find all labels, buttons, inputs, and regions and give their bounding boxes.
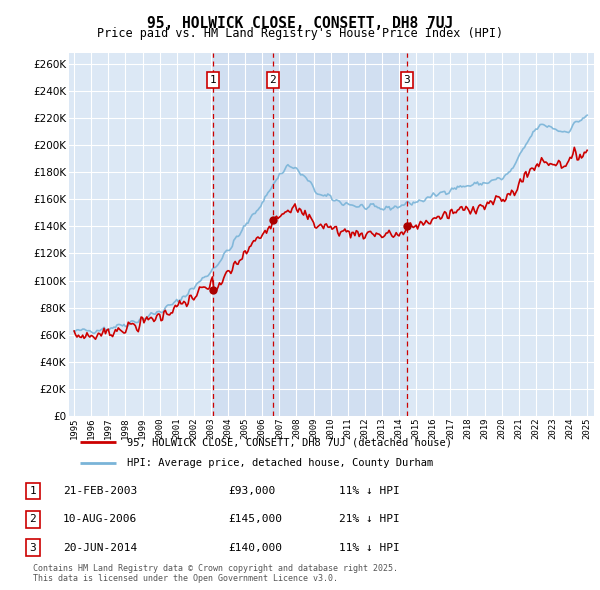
Bar bbox=[272, 53, 407, 416]
Text: 2: 2 bbox=[269, 75, 276, 85]
Text: Contains HM Land Registry data © Crown copyright and database right 2025.
This d: Contains HM Land Registry data © Crown c… bbox=[33, 563, 398, 583]
Text: 11% ↓ HPI: 11% ↓ HPI bbox=[339, 543, 400, 552]
Text: HPI: Average price, detached house, County Durham: HPI: Average price, detached house, Coun… bbox=[127, 458, 433, 468]
Text: 3: 3 bbox=[29, 543, 37, 552]
Text: 1: 1 bbox=[29, 486, 37, 496]
Text: £140,000: £140,000 bbox=[228, 543, 282, 552]
Text: 1: 1 bbox=[210, 75, 217, 85]
Text: 95, HOLWICK CLOSE, CONSETT, DH8 7UJ (detached house): 95, HOLWICK CLOSE, CONSETT, DH8 7UJ (det… bbox=[127, 437, 452, 447]
Text: 10-AUG-2006: 10-AUG-2006 bbox=[63, 514, 137, 524]
Text: 21% ↓ HPI: 21% ↓ HPI bbox=[339, 514, 400, 524]
Text: 95, HOLWICK CLOSE, CONSETT, DH8 7UJ: 95, HOLWICK CLOSE, CONSETT, DH8 7UJ bbox=[147, 16, 453, 31]
Bar bbox=[213, 53, 272, 416]
Text: £145,000: £145,000 bbox=[228, 514, 282, 524]
Text: 20-JUN-2014: 20-JUN-2014 bbox=[63, 543, 137, 552]
Text: Price paid vs. HM Land Registry's House Price Index (HPI): Price paid vs. HM Land Registry's House … bbox=[97, 27, 503, 40]
Text: £93,000: £93,000 bbox=[228, 486, 275, 496]
Text: 2: 2 bbox=[29, 514, 37, 524]
Text: 11% ↓ HPI: 11% ↓ HPI bbox=[339, 486, 400, 496]
Text: 3: 3 bbox=[404, 75, 410, 85]
Text: 21-FEB-2003: 21-FEB-2003 bbox=[63, 486, 137, 496]
